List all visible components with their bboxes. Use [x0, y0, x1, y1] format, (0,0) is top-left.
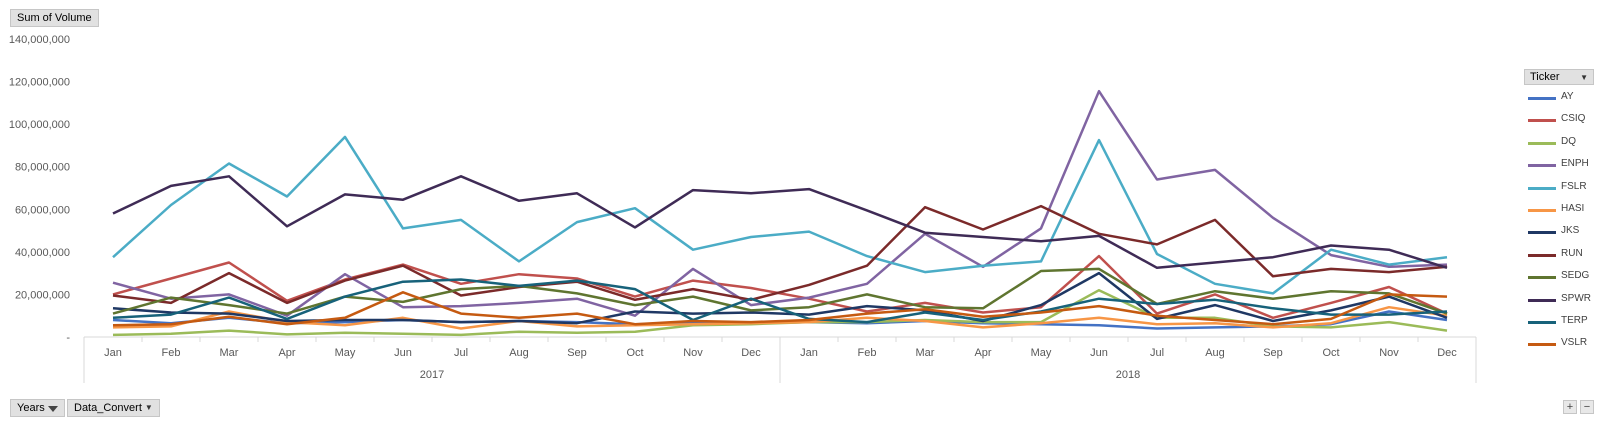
x-tick-label: Apr	[974, 347, 991, 359]
series-line-terp	[112, 278, 1448, 324]
legend-item-spwr: SPWR	[1528, 292, 1598, 314]
value-field-button[interactable]: Sum of Volume	[10, 9, 99, 27]
x-tick-label: Jan	[104, 347, 122, 359]
series-line-hasi	[112, 305, 1448, 330]
series-line-jks	[112, 271, 1448, 325]
legend-swatch	[1528, 186, 1556, 190]
legend-item-terp: TERP	[1528, 314, 1598, 336]
legend-swatch	[1528, 276, 1556, 280]
x-group-label: 2018	[1116, 369, 1140, 381]
years-filter-button[interactable]: Years	[10, 399, 65, 417]
x-tick-label: Aug	[509, 347, 529, 359]
x-tick-label: Mar	[916, 347, 935, 359]
x-tick-label: May	[335, 347, 356, 359]
data-convert-filter-label: Data_Convert	[74, 402, 142, 414]
legend-filter-ticker[interactable]: Ticker ▼	[1524, 69, 1594, 85]
x-tick-label: Jun	[1090, 347, 1108, 359]
x-tick-label: Jul	[1150, 347, 1164, 359]
legend-item-vslr: VSLR	[1528, 336, 1598, 358]
x-tick-label: Aug	[1205, 347, 1225, 359]
legend-swatch	[1528, 231, 1556, 235]
legend-swatch	[1528, 320, 1556, 324]
legend-item-sedg: SEDG	[1528, 269, 1598, 291]
x-group-label: 2017	[420, 369, 444, 381]
legend-swatch	[1528, 253, 1556, 257]
legend-item-ay: AY	[1528, 90, 1598, 112]
x-tick-label: Feb	[162, 347, 181, 359]
expand-field-button[interactable]: +	[1563, 400, 1577, 414]
legend-swatch	[1528, 97, 1556, 100]
filter-funnel-icon	[47, 406, 58, 412]
y-tick-label: 40,000,000	[15, 247, 70, 259]
legend-item-jks: JKS	[1528, 224, 1598, 246]
data-convert-filter-button[interactable]: Data_Convert ▼	[67, 399, 160, 417]
legend-label: SEDG	[1561, 270, 1590, 282]
series-line-vslr	[112, 291, 1448, 327]
legend-swatch	[1528, 119, 1556, 123]
legend-label: JKS	[1561, 225, 1580, 237]
x-tick-label: Jun	[394, 347, 412, 359]
legend-swatch	[1528, 141, 1556, 145]
series-line-spwr	[112, 175, 1448, 270]
legend-label: DQ	[1561, 135, 1576, 147]
x-tick-label: Mar	[220, 347, 239, 359]
x-tick-label: Feb	[858, 347, 877, 359]
legend-label: FSLR	[1561, 180, 1587, 192]
x-tick-label: Nov	[1379, 347, 1399, 359]
legend-label: ENPH	[1561, 158, 1589, 170]
legend-swatch	[1528, 208, 1556, 212]
x-tick-label: Sep	[567, 347, 587, 359]
legend-label: TERP	[1561, 314, 1588, 326]
legend-item-csiq: CSIQ	[1528, 112, 1598, 134]
legend-label: HASI	[1561, 202, 1585, 214]
series-line-enph	[112, 89, 1448, 317]
x-tick-label: Apr	[278, 347, 295, 359]
series-line-run	[112, 204, 1448, 305]
line-chart: - 20,000,000 40,000,000 60,000,000 80,000,00…	[9, 34, 1477, 383]
y-tick-label: 120,000,000	[9, 77, 70, 89]
x-tick-label: Oct	[1322, 347, 1339, 359]
collapse-field-button[interactable]: −	[1580, 400, 1594, 414]
years-filter-label: Years	[17, 402, 45, 414]
x-tick-label: May	[1031, 347, 1052, 359]
x-tick-label: Oct	[626, 347, 643, 359]
legend: AY CSIQ DQ ENPH FSLR HASI JKS RUN SEDG SPWR TERP VS…	[1528, 90, 1598, 359]
series-line-fslr	[112, 135, 1448, 295]
legend-item-dq: DQ	[1528, 135, 1598, 157]
x-tick-label: Sep	[1263, 347, 1283, 359]
y-tick-label: 20,000,000	[15, 289, 70, 301]
legend-title: Ticker	[1530, 71, 1560, 83]
legend-swatch	[1528, 298, 1556, 302]
x-tick-label: Jan	[800, 347, 818, 359]
y-tick-label: -	[66, 332, 70, 344]
y-tick-label: 80,000,000	[15, 162, 70, 174]
legend-item-run: RUN	[1528, 247, 1598, 269]
x-tick-label: Jul	[454, 347, 468, 359]
y-tick-label: 60,000,000	[15, 204, 70, 216]
x-tick-label: Dec	[741, 347, 761, 359]
y-tick-label: 100,000,000	[9, 119, 70, 131]
legend-label: CSIQ	[1561, 113, 1586, 125]
legend-label: SPWR	[1561, 292, 1591, 304]
y-tick-label: 140,000,000	[9, 34, 70, 46]
dropdown-arrow-icon: ▼	[1580, 72, 1588, 82]
x-tick-label: Dec	[1437, 347, 1457, 359]
legend-swatch	[1528, 343, 1556, 347]
legend-label: AY	[1561, 91, 1574, 102]
legend-swatch	[1528, 164, 1556, 168]
legend-item-fslr: FSLR	[1528, 180, 1598, 202]
legend-item-hasi: HASI	[1528, 202, 1598, 224]
dropdown-arrow-icon: ▼	[144, 403, 153, 412]
legend-label: VSLR	[1561, 337, 1588, 349]
x-tick-label: Nov	[683, 347, 703, 359]
value-field-label: Sum of Volume	[17, 12, 92, 24]
legend-item-enph: ENPH	[1528, 157, 1598, 179]
legend-label: RUN	[1561, 247, 1583, 259]
